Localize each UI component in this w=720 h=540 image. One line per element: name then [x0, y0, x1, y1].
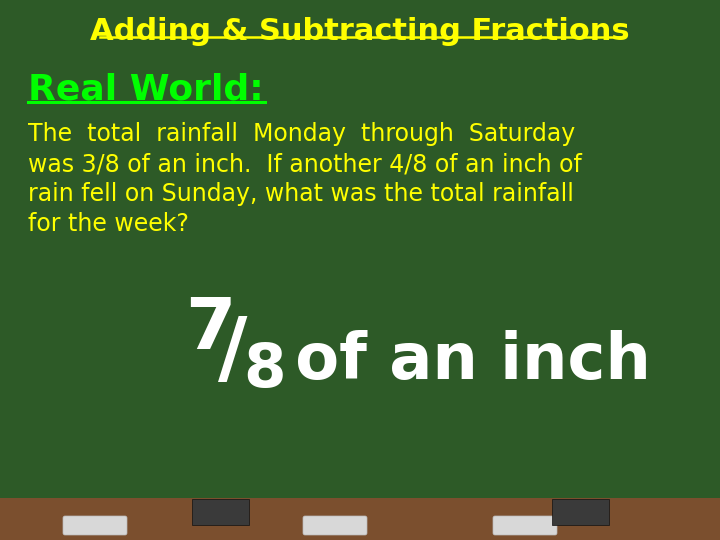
FancyBboxPatch shape: [0, 498, 720, 540]
Text: rain fell on Sunday, what was the total rainfall: rain fell on Sunday, what was the total …: [28, 182, 574, 206]
Text: for the week?: for the week?: [28, 212, 189, 236]
Text: of an inch: of an inch: [273, 330, 651, 392]
Text: was 3/8 of an inch.  If another 4/8 of an inch of: was 3/8 of an inch. If another 4/8 of an…: [28, 152, 582, 176]
FancyBboxPatch shape: [63, 516, 127, 535]
FancyBboxPatch shape: [192, 499, 249, 525]
FancyBboxPatch shape: [493, 516, 557, 535]
Text: The  total  rainfall  Monday  through  Saturday: The total rainfall Monday through Saturd…: [28, 122, 575, 146]
FancyBboxPatch shape: [552, 499, 609, 525]
Text: Adding & Subtracting Fractions: Adding & Subtracting Fractions: [90, 17, 630, 46]
Text: /: /: [218, 314, 248, 392]
FancyBboxPatch shape: [303, 516, 367, 535]
Text: 8: 8: [243, 341, 286, 400]
Text: Real World:: Real World:: [28, 72, 264, 106]
Text: 7: 7: [185, 295, 235, 364]
